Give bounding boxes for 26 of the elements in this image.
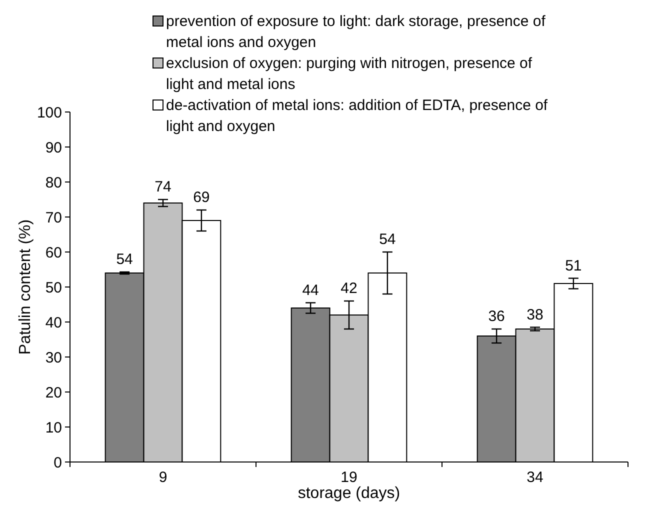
data-label: 36 [488,308,505,325]
y-tick-label: 10 [45,419,62,436]
y-tick-label: 90 [45,139,62,156]
data-label: 44 [302,282,319,299]
y-tick-label: 70 [45,209,62,226]
x-tick-label: 34 [526,469,544,486]
legend-label: de-activation of metal ions: addition of EDTA, presence of light and oxygen [166,97,548,135]
y-tick-label: 30 [45,349,62,366]
y-tick-label: 60 [45,244,62,262]
data-label: 38 [526,306,544,324]
x-tick-label: 19 [340,469,358,486]
data-label: 51 [565,257,582,274]
x-tick-label: 9 [158,469,168,486]
data-label: 69 [193,189,210,206]
y-tick-label: 0 [54,454,62,472]
y-tick-label: 80 [45,174,62,192]
x-axis-title: storage (days) [298,485,400,502]
y-tick-label: 50 [45,279,62,296]
data-label: 42 [340,280,358,297]
y-tick-label: 20 [45,384,62,402]
data-label: 54 [379,231,396,248]
y-axis-title: Patulin content (%) [17,219,34,355]
data-label: 54 [116,250,133,268]
data-label: 74 [154,178,172,196]
y-tick-label: 100 [36,104,62,122]
y-tick-label: 40 [45,314,62,332]
